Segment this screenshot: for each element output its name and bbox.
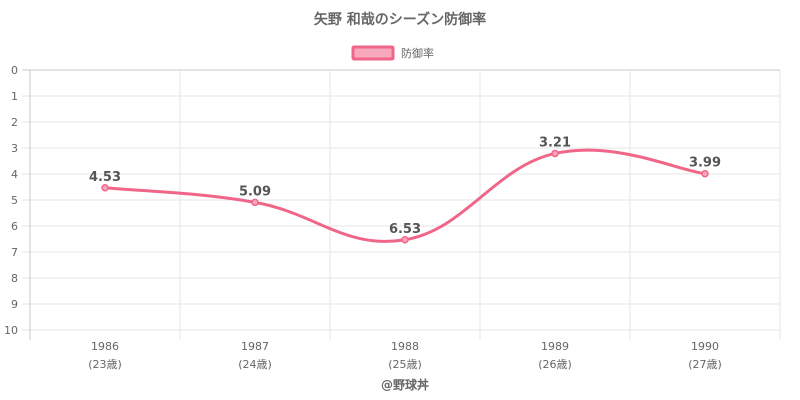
y-tick-label: 0 bbox=[11, 64, 18, 77]
legend: 防御率 bbox=[351, 45, 434, 61]
data-label: 5.09 bbox=[239, 184, 271, 199]
data-label: 4.53 bbox=[89, 170, 121, 185]
x-tick-sublabel: (24歳) bbox=[238, 358, 272, 371]
x-axis-ticks: 1986 (23歳) 1987 (24歳) 1988 (25歳) 1989 (26歳) 1990… bbox=[88, 340, 722, 371]
legend-swatch bbox=[351, 45, 395, 61]
y-tick-label: 5 bbox=[11, 194, 18, 207]
data-point bbox=[251, 198, 259, 207]
x-tick-label: 1989 bbox=[541, 340, 569, 353]
x-tick-sublabel: (23歳) bbox=[88, 358, 122, 371]
data-labels: 4.53 5.09 6.53 3.21 3.99 bbox=[89, 135, 721, 236]
y-axis-ticks: 0 1 2 3 4 5 6 7 8 9 10 bbox=[4, 64, 18, 337]
credit: @野球丼 bbox=[381, 377, 429, 392]
x-tick-sublabel: (26歳) bbox=[538, 358, 572, 371]
data-point bbox=[701, 169, 709, 178]
x-tick-label: 1990 bbox=[691, 340, 719, 353]
x-tick-label: 1988 bbox=[391, 340, 419, 353]
y-tick-label: 8 bbox=[11, 272, 18, 285]
y-tick-label: 4 bbox=[11, 168, 18, 181]
data-label: 3.21 bbox=[539, 135, 571, 150]
x-tick-sublabel: (27歳) bbox=[688, 358, 722, 371]
x-tick-label: 1987 bbox=[241, 340, 269, 353]
chart-title: 矢野 和哉のシーズン防御率 bbox=[314, 11, 486, 28]
legend-label: 防御率 bbox=[401, 46, 434, 60]
data-point bbox=[551, 149, 559, 158]
y-tick-label: 7 bbox=[11, 246, 18, 259]
y-tick-label: 2 bbox=[11, 116, 18, 129]
data-points bbox=[101, 149, 709, 244]
y-tick-label: 1 bbox=[11, 90, 18, 103]
grid bbox=[22, 69, 781, 340]
data-label: 3.99 bbox=[689, 156, 721, 171]
x-tick-label: 1986 bbox=[91, 340, 119, 353]
y-tick-label: 10 bbox=[4, 324, 18, 337]
y-tick-label: 3 bbox=[11, 142, 18, 155]
data-point bbox=[101, 184, 109, 192]
y-tick-label: 9 bbox=[11, 298, 18, 311]
data-point bbox=[401, 236, 409, 244]
data-label: 6.53 bbox=[389, 222, 421, 237]
x-tick-sublabel: (25歳) bbox=[388, 358, 422, 371]
y-tick-label: 6 bbox=[11, 220, 18, 233]
